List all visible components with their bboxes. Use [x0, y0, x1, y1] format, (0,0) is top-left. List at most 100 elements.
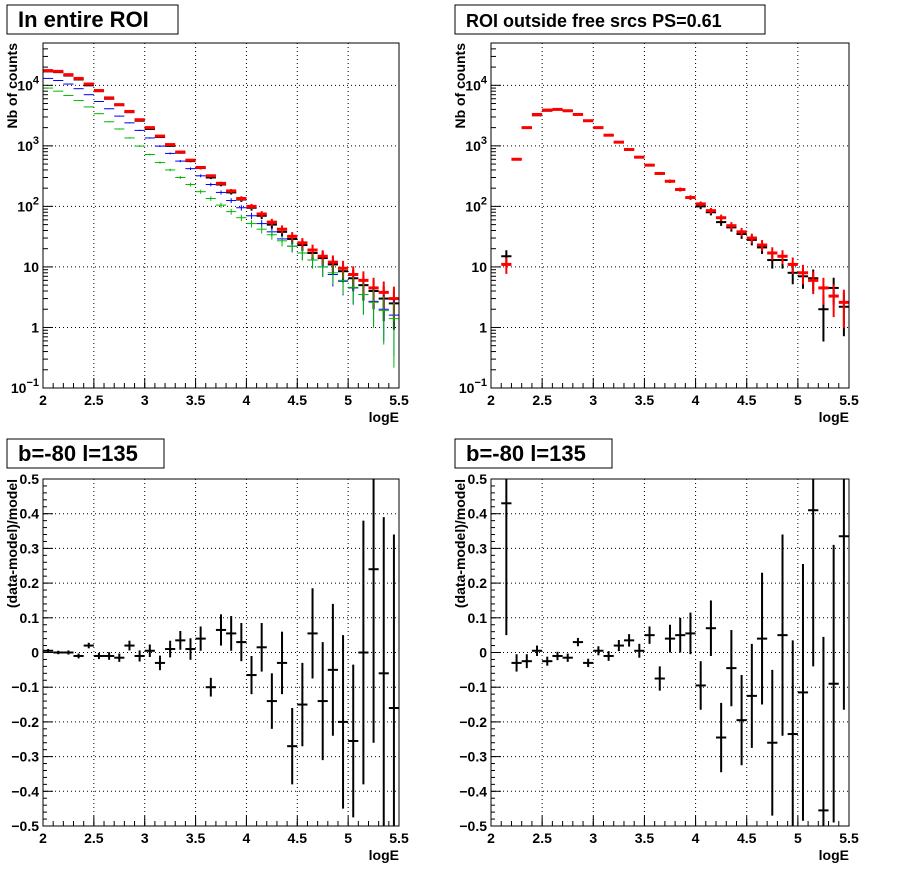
x-tick-label: 2 [487, 830, 495, 846]
data-point [756, 240, 768, 252]
data-point [838, 479, 849, 710]
series-2 [43, 69, 399, 322]
data-point [114, 103, 125, 107]
data-point [634, 643, 645, 658]
data-point [165, 152, 176, 155]
data-point [236, 205, 247, 211]
x-axis-label: logE [819, 847, 849, 863]
data-point [266, 218, 277, 226]
data-point [664, 624, 676, 653]
title-box [6, 438, 165, 469]
data-point [695, 201, 706, 207]
data-point [705, 207, 717, 214]
data-point [104, 108, 115, 110]
data-point [124, 640, 135, 651]
x-tick-label: 3.5 [186, 830, 206, 846]
data-point [104, 96, 115, 100]
data-point [134, 145, 145, 147]
chart-panel-4: 2 2.5 3 3.5 4 4.5 5 5.5 −0.5 −0.4 −0.3 −0.2 −0.1 0 0.1… [452, 438, 859, 863]
data-point [134, 129, 145, 132]
data-point [124, 137, 135, 139]
data-point [205, 677, 216, 697]
x-tick-label: 3.5 [186, 392, 206, 408]
y-tick-label: 0 [479, 645, 487, 661]
x-tick-label: 4 [243, 392, 251, 408]
data-point [664, 179, 676, 183]
x-tick-label: 5 [794, 392, 802, 408]
data-point [53, 650, 64, 655]
y-tick-label: −0.3 [459, 749, 487, 765]
x-tick-label: 4 [692, 392, 700, 408]
data-point [215, 190, 227, 195]
data-point [705, 600, 717, 656]
data-point [777, 534, 788, 736]
data-point [124, 122, 135, 124]
y-tick-label: 10−1 [11, 377, 39, 396]
data-point [175, 160, 186, 163]
data-point [777, 250, 788, 265]
plot-frame [42, 42, 400, 389]
data-point [154, 161, 166, 164]
data-point [215, 181, 227, 186]
y-tick-label: 0.2 [468, 575, 488, 591]
data-point [613, 640, 624, 652]
x-tick-label: 3 [589, 830, 597, 846]
data-point [134, 118, 145, 122]
data-point [726, 629, 737, 707]
data-point [583, 119, 594, 123]
y-tick-label: 104 [465, 74, 488, 93]
data-point [73, 100, 84, 102]
data-point [276, 236, 288, 247]
data-point [603, 133, 614, 137]
data-point [154, 134, 166, 138]
data-point [134, 650, 145, 662]
series-4 [43, 87, 399, 368]
x-axis-label: logE [369, 847, 399, 863]
data-point [246, 203, 257, 210]
data-point [256, 211, 267, 218]
data-point [501, 257, 512, 274]
data-point [767, 247, 778, 261]
data-point [175, 176, 186, 180]
y-tick-label: 104 [17, 74, 40, 93]
x-tick-label: 4.5 [737, 392, 757, 408]
data-point [195, 174, 206, 178]
data-point [787, 257, 798, 274]
y-axis-label: Nb of counts [4, 43, 20, 129]
data-point [266, 230, 277, 240]
data-point [165, 143, 176, 147]
data-point [368, 289, 379, 328]
title-box [6, 4, 179, 35]
data-point [808, 271, 819, 295]
data-point [165, 640, 176, 658]
y-tick-label: −0.5 [459, 818, 487, 834]
data-point [787, 640, 798, 826]
data-point [552, 651, 563, 661]
chart-title: b=-80 l=135 [18, 441, 138, 466]
y-axis-label: (data-model)/model [452, 479, 468, 608]
data-point [185, 167, 196, 170]
title-box [454, 4, 766, 35]
data-point [93, 89, 105, 93]
data-point [104, 652, 115, 660]
data-point [654, 171, 665, 175]
data-point [63, 94, 74, 96]
data-point [144, 153, 155, 156]
data-point [542, 656, 553, 666]
data-point [154, 145, 166, 147]
data-point [195, 626, 206, 651]
x-tick-label: 2 [487, 392, 495, 408]
data-point [317, 259, 328, 277]
data-point [378, 296, 389, 345]
data-point [685, 195, 696, 200]
data-point [83, 82, 94, 86]
y-tick-label: 10 [471, 259, 487, 275]
data-point [736, 675, 747, 766]
y-tick-label: −0.3 [11, 749, 39, 765]
data-point [501, 479, 512, 636]
data-point [144, 137, 155, 139]
data-point [195, 189, 206, 194]
y-tick-label: 102 [17, 195, 39, 214]
data-point [818, 277, 829, 305]
data-point [53, 90, 64, 92]
